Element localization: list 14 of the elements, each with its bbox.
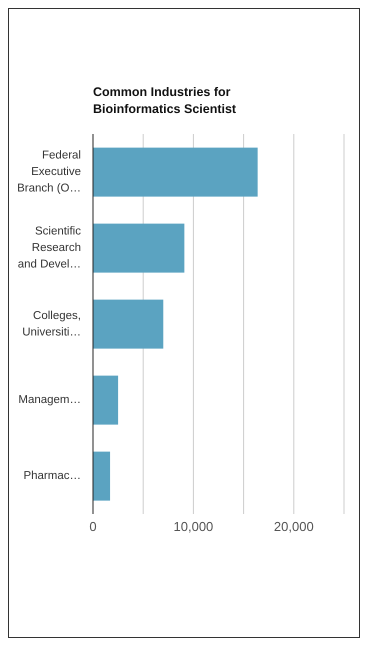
bar (93, 376, 118, 425)
y-tick-label: Pharmac… (23, 470, 81, 482)
chart-title: Common Industries for Bioinformatics Scientist (93, 84, 238, 118)
bar (93, 148, 258, 197)
y-tick-label: Federal Executive Branch (O… (17, 150, 81, 194)
y-tick-label: Scientific Research and Devel… (18, 226, 82, 270)
x-tick-label: 10,000 (174, 519, 214, 534)
bar (93, 224, 184, 273)
x-tick-label: 0 (89, 519, 97, 534)
y-tick-label: Colleges, Universiti… (22, 310, 81, 338)
y-tick-label: Managem… (18, 394, 81, 406)
x-tick-label: 20,000 (274, 519, 314, 534)
bar (93, 300, 164, 349)
bar (93, 452, 110, 501)
